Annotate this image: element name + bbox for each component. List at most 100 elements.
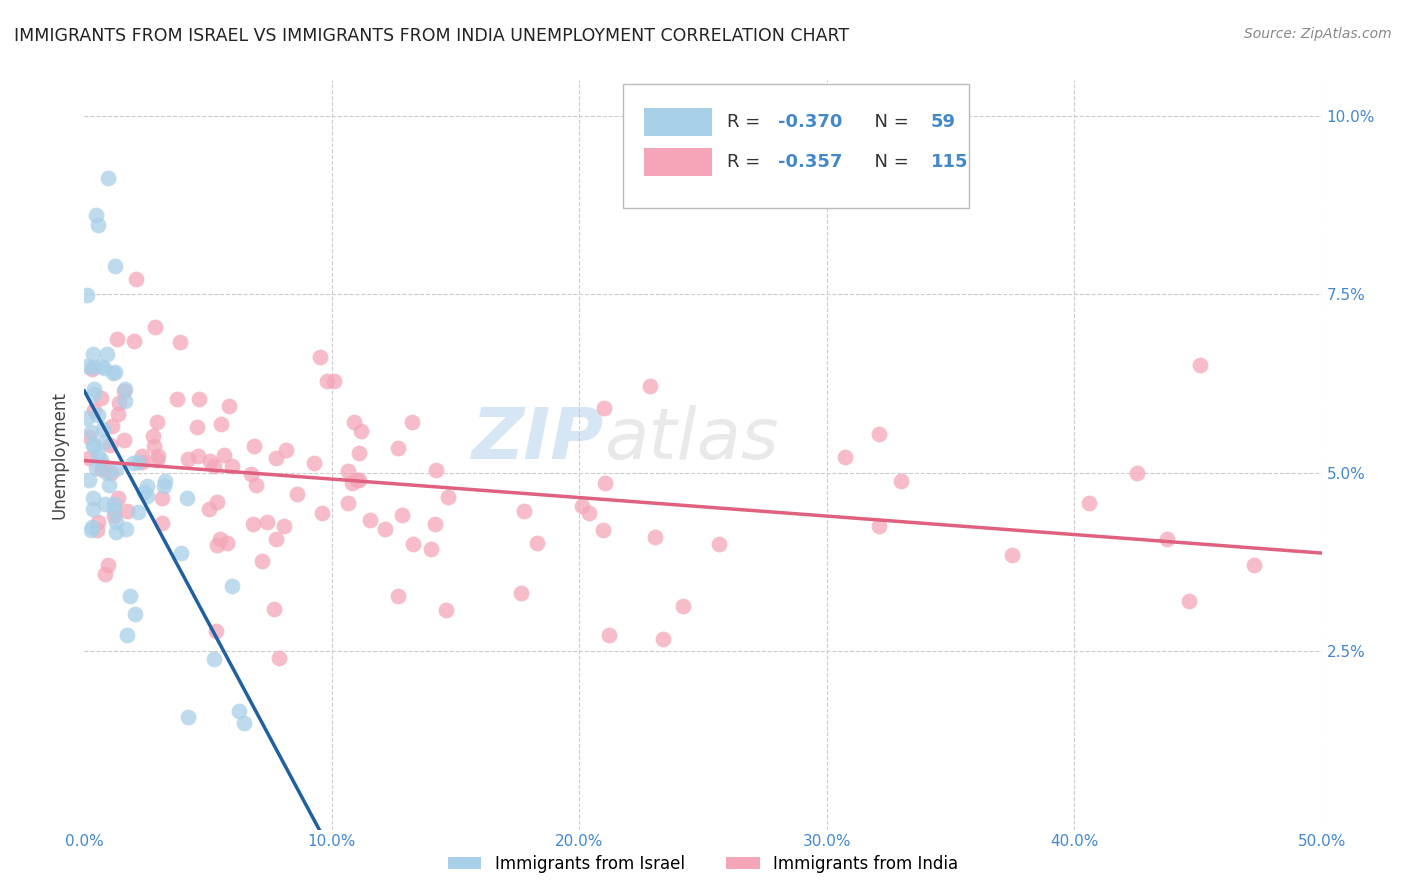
Point	[96, 347, 118, 361]
Point	[169, 335, 191, 350]
Point	[96, 466, 118, 480]
Point	[86, 515, 108, 529]
Point	[76, 359, 98, 373]
Point	[239, 467, 262, 481]
Point	[188, 392, 211, 406]
Point	[86, 523, 108, 537]
Point	[84, 208, 107, 222]
Point	[80, 520, 103, 534]
Point	[347, 446, 370, 460]
Point	[423, 516, 446, 531]
Point	[391, 508, 413, 523]
Point	[264, 533, 287, 547]
Point	[93, 458, 115, 473]
Point	[209, 417, 232, 431]
Point	[124, 607, 146, 621]
Point	[336, 496, 359, 510]
Point	[108, 396, 131, 410]
Point	[221, 458, 243, 473]
Point	[152, 478, 174, 492]
Text: -0.370: -0.370	[779, 113, 842, 131]
Point	[84, 461, 107, 475]
Point	[87, 219, 110, 233]
Point	[205, 495, 228, 509]
Point	[177, 451, 200, 466]
Point	[1178, 594, 1201, 608]
Point	[142, 429, 165, 443]
Point	[105, 516, 128, 530]
Point	[250, 553, 273, 567]
Point	[513, 504, 536, 518]
Text: -0.357: -0.357	[779, 153, 842, 171]
Point	[233, 715, 256, 730]
Point	[103, 497, 125, 511]
Text: Source: ZipAtlas.com: Source: ZipAtlas.com	[1244, 27, 1392, 41]
Y-axis label: Unemployment: Unemployment	[51, 391, 69, 519]
Point	[90, 452, 112, 467]
Text: N =: N =	[863, 153, 914, 171]
Point	[114, 394, 136, 409]
Point	[868, 518, 890, 533]
Point	[263, 601, 285, 615]
Point	[101, 418, 124, 433]
Point	[120, 589, 142, 603]
Point	[79, 429, 101, 443]
Point	[264, 451, 287, 466]
Point	[170, 546, 193, 560]
Point	[638, 379, 661, 393]
Point	[1126, 467, 1149, 481]
Point	[112, 384, 135, 399]
Point	[1156, 532, 1178, 546]
Point	[187, 449, 209, 463]
Text: R =: R =	[727, 113, 765, 131]
Point	[209, 532, 232, 546]
Point	[302, 456, 325, 470]
Point	[214, 448, 236, 462]
Point	[146, 415, 169, 429]
Point	[103, 366, 125, 380]
Point	[114, 382, 136, 396]
Point	[105, 462, 128, 476]
Point	[83, 382, 105, 396]
Point	[98, 478, 121, 492]
Point	[107, 491, 129, 505]
Point	[87, 448, 110, 462]
Point	[350, 424, 373, 438]
Point	[578, 506, 600, 520]
Point	[315, 374, 337, 388]
Point	[644, 530, 666, 544]
FancyBboxPatch shape	[623, 84, 969, 208]
Point	[122, 334, 145, 348]
Point	[218, 400, 240, 414]
Point	[136, 478, 159, 492]
Point	[1188, 358, 1211, 372]
FancyBboxPatch shape	[644, 108, 711, 136]
Point	[90, 462, 112, 476]
Point	[434, 602, 457, 616]
Point	[82, 438, 104, 452]
Point	[131, 455, 153, 469]
Point	[510, 586, 533, 600]
Point	[346, 473, 368, 487]
Point	[93, 435, 115, 450]
Point	[309, 350, 332, 364]
Point	[91, 422, 114, 436]
Point	[80, 425, 103, 439]
Point	[107, 407, 129, 421]
Point	[82, 502, 104, 516]
Point	[143, 439, 166, 453]
Point	[143, 320, 166, 334]
Point	[76, 411, 98, 425]
Point	[134, 484, 156, 499]
Point	[107, 332, 129, 346]
Point	[76, 288, 98, 302]
Point	[343, 415, 366, 429]
Point	[242, 516, 264, 531]
Point	[269, 651, 291, 665]
Point	[197, 502, 219, 516]
Point	[97, 558, 120, 572]
Point	[83, 387, 105, 401]
Point	[104, 260, 127, 274]
Point	[202, 652, 225, 666]
Point	[79, 450, 101, 465]
